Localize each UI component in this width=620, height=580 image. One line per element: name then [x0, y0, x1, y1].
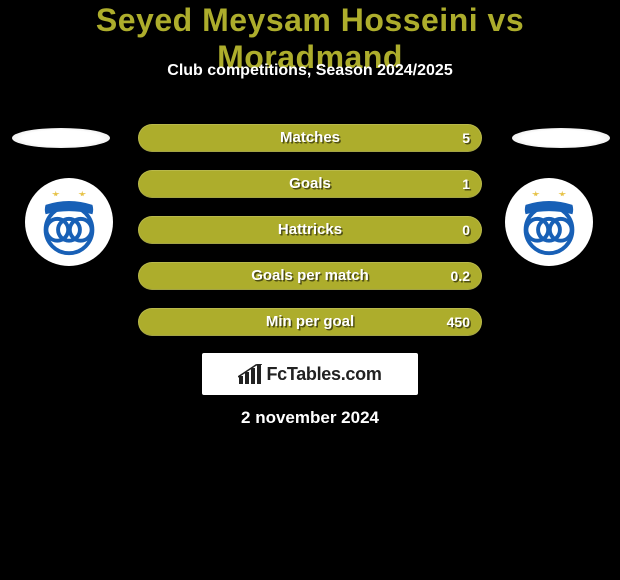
club-badge-left	[25, 178, 113, 266]
stat-label: Matches	[138, 124, 482, 152]
stat-bars: Matches 5 Goals 1 Hattricks 0 Goals per …	[138, 124, 482, 354]
stat-value-right: 5	[462, 124, 470, 152]
stat-value-right: 450	[447, 308, 470, 336]
branding-badge: FcTables.com	[202, 353, 418, 395]
stat-value-right: 0	[462, 216, 470, 244]
stat-value-right: 0.2	[451, 262, 470, 290]
comparison-subtitle: Club competitions, Season 2024/2025	[0, 62, 620, 80]
stat-bar: Hattricks 0	[138, 216, 482, 244]
bars-chart-icon	[238, 364, 262, 384]
stat-label: Goals	[138, 170, 482, 198]
stat-bar: Matches 5	[138, 124, 482, 152]
stat-value-right: 1	[462, 170, 470, 198]
player-photo-placeholder-right	[512, 128, 610, 148]
branding-label: FcTables.com	[266, 364, 381, 385]
stat-label: Min per goal	[138, 308, 482, 336]
stat-label: Hattricks	[138, 216, 482, 244]
generated-date: 2 november 2024	[0, 408, 620, 428]
stat-bar: Goals per match 0.2	[138, 262, 482, 290]
comparison-card: Seyed Meysam Hosseini vs Moradmand Club …	[0, 0, 620, 580]
player-photo-placeholder-left	[12, 128, 110, 148]
esteghlal-crest-icon	[510, 183, 588, 261]
stat-label: Goals per match	[138, 262, 482, 290]
stat-bar: Min per goal 450	[138, 308, 482, 336]
esteghlal-crest-icon	[30, 183, 108, 261]
club-badge-right	[505, 178, 593, 266]
stat-bar: Goals 1	[138, 170, 482, 198]
